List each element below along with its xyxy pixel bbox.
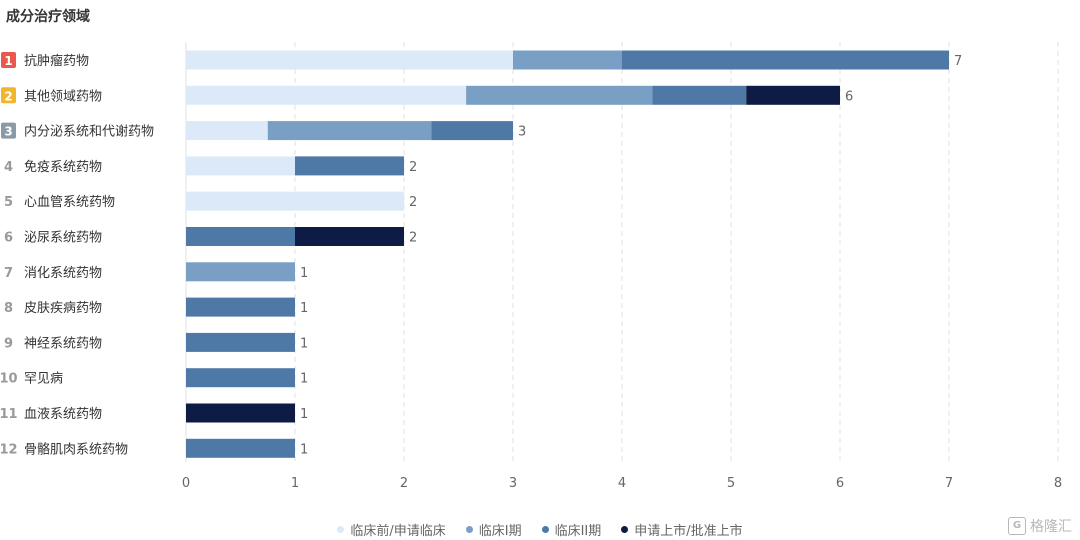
legend-marker-phase2 <box>541 525 549 533</box>
legend-label-phase2: 临床II期 <box>554 523 602 539</box>
category-label: 消化系统药物 <box>24 266 102 281</box>
category-label: 神经系统药物 <box>24 336 102 351</box>
bar-total-label: 1 <box>300 301 308 316</box>
bar-segment <box>186 50 513 70</box>
bar-segment <box>295 156 404 176</box>
bar-total-label: 7 <box>954 54 962 69</box>
category-label: 免疫系统药物 <box>24 159 102 175</box>
watermark: G 格隆汇 <box>1008 516 1072 536</box>
bar-total-label: 3 <box>518 125 526 140</box>
rank-number: 4 <box>4 160 13 175</box>
category-label: 泌尿系统药物 <box>24 231 102 246</box>
rank-number: 2 <box>4 89 12 103</box>
watermark-text: 格隆汇 <box>1030 519 1072 535</box>
x-tick-label: 1 <box>291 476 299 491</box>
stacked-bar-chart: 0 1 2 3 4 5 6 7 81 抗肿瘤药物 72 其他领域药物 63 内分泌系统和代谢药物 34 免疫系… <box>0 42 1062 491</box>
category-label: 皮肤疾病药物 <box>24 301 102 316</box>
bar-segment <box>186 85 467 105</box>
bar-segment <box>267 121 432 141</box>
category-label: 抗肿瘤药物 <box>24 53 89 69</box>
legend-item-preclinical[interactable]: 临床前/申请临床 <box>337 520 446 539</box>
rank-number: 10 <box>0 372 18 387</box>
bar-total-label: 1 <box>300 372 308 387</box>
bar-total-label: 2 <box>409 160 417 175</box>
legend-label-phase1: 临床I期 <box>478 523 522 539</box>
bar-total-label: 2 <box>409 195 417 210</box>
rank-number: 7 <box>4 266 13 281</box>
page-title: 成分治疗领域 <box>6 9 90 25</box>
rank-badge <box>1 52 16 68</box>
rank-number: 11 <box>0 407 18 422</box>
legend-item-phase1[interactable]: 临床I期 <box>465 520 522 539</box>
bar-segment <box>746 85 840 105</box>
legend-marker-preclinical <box>337 525 345 533</box>
bar-segment <box>295 227 404 246</box>
x-tick-label: 2 <box>400 476 408 491</box>
x-tick-label: 7 <box>945 476 953 491</box>
bar-segment <box>186 403 295 423</box>
bar-segment <box>186 262 295 282</box>
category-label: 内分泌系统和代谢药物 <box>24 124 154 140</box>
chart-legend: 临床前/申请临床 临床I期 临床II期 申请上市/批准上市 <box>0 520 1080 539</box>
rank-number: 8 <box>4 301 13 316</box>
bar-segment <box>431 121 513 141</box>
category-label: 心血管系统药物 <box>24 195 115 210</box>
bar-segment <box>186 121 268 141</box>
legend-label-preclinical: 临床前/申请临床 <box>350 523 446 539</box>
watermark-logo-icon: G <box>1008 517 1026 535</box>
legend-item-approved[interactable]: 申请上市/批准上市 <box>621 520 743 539</box>
rank-number: 5 <box>4 195 13 210</box>
legend-label-approved: 申请上市/批准上市 <box>634 523 743 539</box>
rank-number: 3 <box>4 125 12 139</box>
bar-segment <box>186 227 295 246</box>
legend-marker-phase1 <box>465 525 473 533</box>
category-label: 其他领域药物 <box>24 89 102 104</box>
rank-badge <box>1 87 16 104</box>
category-label: 骨骼肌肉系统药物 <box>24 441 128 457</box>
bar-total-label: 2 <box>409 231 417 246</box>
rank-number: 6 <box>4 231 13 246</box>
rank-number: 9 <box>4 336 13 351</box>
bar-total-label: 1 <box>300 336 308 351</box>
bar-segment <box>186 191 404 211</box>
rank-number: 12 <box>0 442 18 457</box>
bar-segment <box>186 438 295 458</box>
x-tick-label: 6 <box>836 476 844 491</box>
bar-segment <box>622 50 949 70</box>
legend-marker-approved <box>621 525 629 533</box>
legend-item-phase2[interactable]: 临床II期 <box>541 520 602 539</box>
bar-segment <box>186 332 295 352</box>
x-tick-label: 8 <box>1054 476 1062 491</box>
bar-segment <box>186 368 295 388</box>
rank-badge <box>1 122 16 139</box>
x-tick-label: 3 <box>509 476 517 491</box>
x-tick-label: 0 <box>182 476 190 491</box>
rank-number: 1 <box>4 54 12 68</box>
bar-segment <box>513 50 622 70</box>
bar-total-label: 6 <box>845 89 853 104</box>
bar-segment <box>466 85 653 105</box>
bar-segment <box>186 297 295 317</box>
bar-total-label: 1 <box>300 442 308 457</box>
bar-segment <box>186 156 295 176</box>
bar-segment <box>652 85 747 105</box>
category-label: 血液系统药物 <box>24 407 102 422</box>
bar-total-label: 1 <box>300 407 308 422</box>
category-label: 罕见病 <box>24 372 63 387</box>
x-tick-label: 4 <box>618 476 626 491</box>
x-tick-label: 5 <box>727 476 735 491</box>
bar-total-label: 1 <box>300 266 308 281</box>
